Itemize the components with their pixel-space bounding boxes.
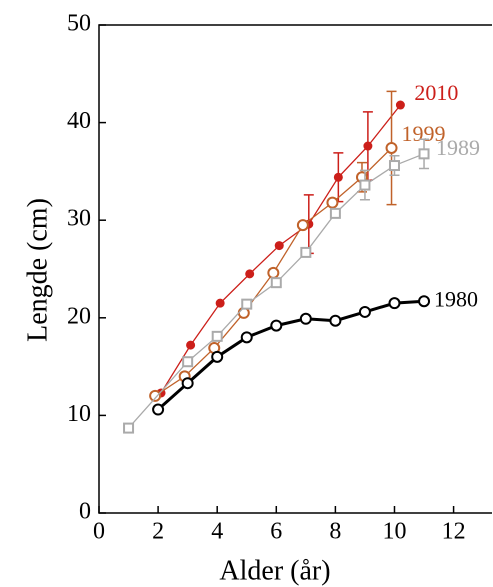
marker	[418, 295, 431, 308]
x-tick-label: 2	[152, 519, 164, 545]
y-axis-label: Lengde (cm)	[22, 198, 53, 342]
marker	[274, 241, 284, 251]
y-tick-label: 10	[67, 401, 91, 427]
marker	[211, 330, 223, 342]
series-label: 2010	[414, 80, 458, 105]
y-tick-label: 30	[67, 206, 91, 232]
x-tick-label: 0	[93, 519, 105, 545]
marker	[300, 246, 312, 258]
marker	[215, 298, 225, 308]
marker	[333, 172, 343, 182]
axes-frame	[98, 24, 492, 514]
marker	[358, 305, 371, 318]
marker	[241, 298, 253, 310]
marker	[385, 141, 398, 154]
marker	[270, 319, 283, 332]
series-label: 1989	[436, 135, 480, 160]
marker	[326, 196, 339, 209]
marker	[182, 356, 194, 368]
marker	[211, 350, 224, 363]
marker	[363, 141, 373, 151]
y-tick-label: 40	[67, 108, 91, 134]
marker	[123, 422, 135, 434]
marker	[245, 269, 255, 279]
marker	[418, 148, 430, 160]
marker	[152, 403, 165, 416]
y-tick-label: 0	[79, 499, 91, 525]
marker	[267, 266, 280, 279]
marker	[296, 219, 309, 232]
marker	[270, 277, 282, 289]
marker	[359, 179, 371, 191]
x-axis-label: Alder (år)	[219, 555, 330, 586]
series-line	[157, 299, 425, 411]
marker	[395, 100, 405, 110]
marker	[388, 297, 401, 310]
x-tick-label: 12	[442, 519, 466, 545]
marker	[186, 340, 196, 350]
marker	[299, 312, 312, 325]
marker	[149, 389, 162, 402]
series-label: 1980	[434, 286, 478, 311]
marker	[240, 331, 253, 344]
y-tick-label: 20	[67, 303, 91, 329]
x-tick-label: 10	[382, 519, 406, 545]
x-tick-label: 4	[211, 519, 223, 545]
x-tick-label: 6	[270, 519, 282, 545]
marker	[181, 377, 194, 390]
marker	[329, 314, 342, 327]
marker	[329, 207, 341, 219]
x-tick-label: 8	[329, 519, 341, 545]
y-tick-label: 50	[67, 11, 91, 37]
marker	[388, 160, 400, 172]
series-line	[128, 153, 425, 429]
